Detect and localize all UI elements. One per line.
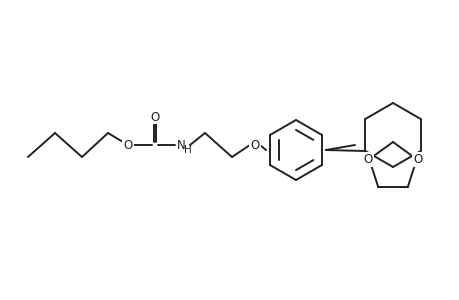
Text: O: O [123, 139, 132, 152]
Text: O: O [412, 153, 421, 166]
Text: H: H [184, 145, 191, 155]
Text: O: O [363, 153, 372, 166]
Text: O: O [250, 139, 259, 152]
Text: N: N [176, 139, 185, 152]
Text: O: O [150, 110, 159, 124]
